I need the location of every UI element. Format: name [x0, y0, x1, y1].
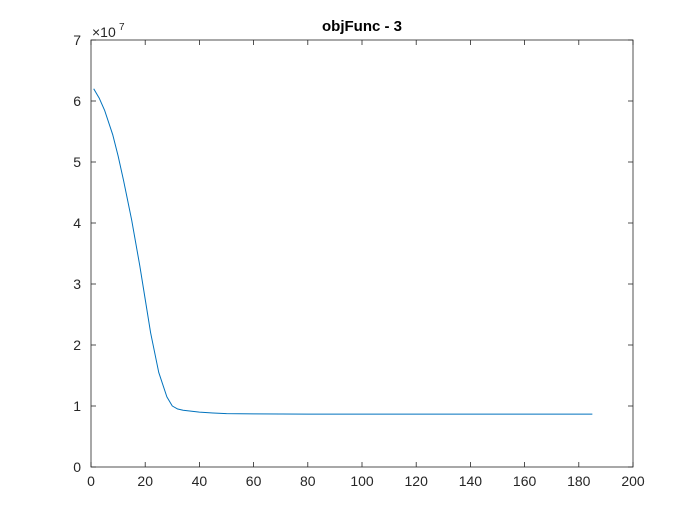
x-tick-label: 180	[567, 473, 591, 489]
x-tick-label: 140	[459, 473, 483, 489]
x-tick-label: 20	[137, 473, 153, 489]
x-tick-label: 60	[246, 473, 262, 489]
y-tick-label: 5	[73, 154, 81, 170]
y-tick-label: 3	[73, 276, 81, 292]
y-tick-label: 2	[73, 337, 81, 353]
series-line-0	[93, 88, 593, 415]
x-tick-label: 100	[350, 473, 374, 489]
x-tick-label: 0	[87, 473, 95, 489]
y-tick-label: 0	[73, 459, 81, 475]
y-exponent-base: ×10	[92, 24, 116, 40]
y-axis-exponent: ×10 7	[92, 22, 125, 40]
x-tick-label: 80	[300, 473, 316, 489]
y-tick-label: 6	[73, 93, 81, 109]
x-tick-label: 200	[621, 473, 645, 489]
y-tick-label: 1	[73, 398, 81, 414]
y-tick-label: 7	[73, 32, 81, 48]
y-tick-label: 4	[73, 215, 81, 231]
x-tick-label: 120	[405, 473, 429, 489]
chart-title: objFunc - 3	[322, 18, 402, 35]
y-exponent-power: 7	[119, 22, 125, 33]
x-tick-label: 40	[192, 473, 208, 489]
x-tick-label: 160	[513, 473, 537, 489]
series-layer	[93, 88, 593, 415]
y-axis: 0 1 2 3 4 5 6 7	[73, 32, 633, 475]
x-axis: 0 20 40 60 80 100 120 140 160 180 200	[87, 40, 645, 489]
